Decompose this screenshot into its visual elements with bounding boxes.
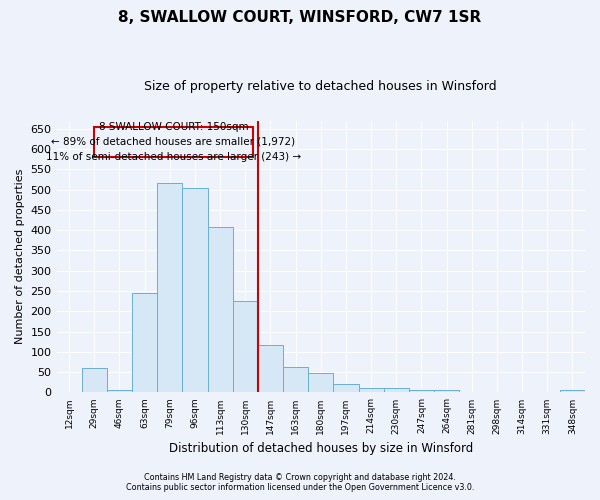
Bar: [258, 345, 283, 393]
Bar: [233, 301, 258, 392]
Bar: [107, 390, 132, 392]
Bar: [434, 390, 459, 392]
Bar: [334, 384, 359, 392]
Bar: [359, 388, 383, 392]
Text: 8, SWALLOW COURT, WINSFORD, CW7 1SR: 8, SWALLOW COURT, WINSFORD, CW7 1SR: [118, 10, 482, 25]
Y-axis label: Number of detached properties: Number of detached properties: [15, 169, 25, 344]
Bar: [560, 390, 585, 392]
Bar: [157, 184, 182, 392]
Bar: [283, 367, 308, 392]
Bar: [94, 126, 253, 157]
Bar: [409, 390, 434, 392]
Bar: [182, 188, 208, 392]
Bar: [132, 293, 157, 392]
Bar: [82, 368, 107, 392]
Bar: [208, 227, 233, 392]
Text: 8 SWALLOW COURT: 150sqm
← 89% of detached houses are smaller (1,972)
11% of semi: 8 SWALLOW COURT: 150sqm ← 89% of detache…: [46, 122, 301, 162]
X-axis label: Distribution of detached houses by size in Winsford: Distribution of detached houses by size …: [169, 442, 473, 455]
Bar: [383, 388, 409, 392]
Title: Size of property relative to detached houses in Winsford: Size of property relative to detached ho…: [145, 80, 497, 93]
Text: Contains HM Land Registry data © Crown copyright and database right 2024.
Contai: Contains HM Land Registry data © Crown c…: [126, 473, 474, 492]
Bar: [308, 374, 334, 392]
